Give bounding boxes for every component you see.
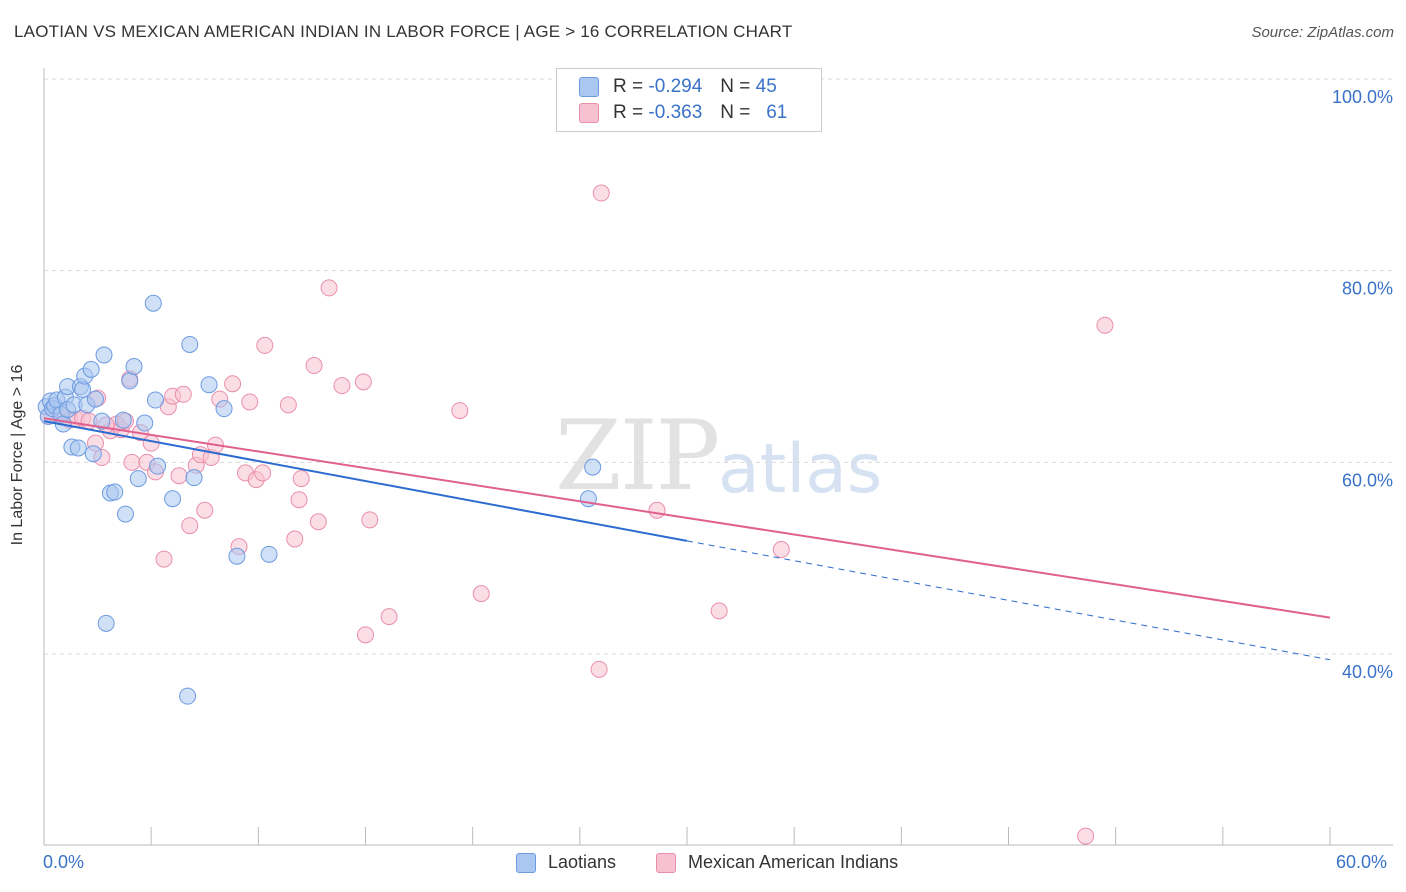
laotian-point xyxy=(106,483,124,501)
laotian-point xyxy=(185,469,203,487)
laotian-point xyxy=(82,360,100,378)
source-label: Source: ZipAtlas.com xyxy=(1251,24,1394,41)
bottom-legend-label-mexican-american-indians: Mexican American Indians xyxy=(688,852,899,872)
laotian-point xyxy=(181,335,199,353)
laotian-point xyxy=(84,445,102,463)
y-tick-label: 40.0% xyxy=(1342,662,1393,682)
legend-n-value: 61 xyxy=(766,102,788,123)
mexican-american-indian-point xyxy=(170,467,188,485)
bottom-legend-swatch-mexican-american-indians xyxy=(656,852,676,873)
x-tick-label-min: 0.0% xyxy=(43,852,85,872)
mexican-american-indian-point xyxy=(590,660,608,678)
mexican-american-indian-point xyxy=(772,541,790,559)
legend-swatch-mexican-american-indians xyxy=(579,103,599,123)
laotian-point xyxy=(215,400,233,418)
mexican-american-indian-point xyxy=(1077,827,1095,845)
mexican-american-indian-point xyxy=(354,373,372,391)
laotian-point xyxy=(584,458,602,476)
laotian-point xyxy=(69,439,87,457)
mexican-american-indian-trend-line xyxy=(43,417,1331,619)
y-tick-label: 60.0% xyxy=(1342,470,1393,490)
laotian-trend-extension xyxy=(686,540,1331,661)
bottom-legend-mexican-american-indians: Mexican American Indians xyxy=(656,852,898,873)
mexican-american-indian-point xyxy=(361,511,379,529)
mexican-american-indian-point xyxy=(181,517,199,535)
laotian-point xyxy=(93,412,111,430)
legend-r-value: -0.294 xyxy=(648,76,703,97)
mexican-american-indian-point xyxy=(142,434,160,452)
stats-legend: R = -0.294 N = 45 R = -0.363 N = 61 xyxy=(556,68,822,132)
laotian-point xyxy=(146,391,164,409)
laotian-point xyxy=(260,545,278,563)
bottom-legend-laotians: Laotians xyxy=(516,852,616,873)
mexican-american-indian-point xyxy=(380,608,398,626)
legend-r-value: -0.363 xyxy=(648,102,703,123)
mexican-american-indian-point xyxy=(648,501,666,519)
legend-n-label: N = xyxy=(720,76,751,97)
mexican-american-indian-point xyxy=(286,530,304,548)
mexican-american-indian-point xyxy=(279,396,297,414)
mexican-american-indian-point xyxy=(174,385,192,403)
laotian-point xyxy=(97,614,115,632)
mexican-american-indian-point xyxy=(290,491,308,509)
laotian-point xyxy=(149,457,167,475)
y-tick-label: 80.0% xyxy=(1342,279,1393,299)
bottom-legend-swatch-laotians xyxy=(516,852,536,873)
laotian-point xyxy=(121,372,139,390)
laotian-point xyxy=(144,294,162,312)
chart-title: LAOTIAN VS MEXICAN AMERICAN INDIAN IN LA… xyxy=(14,22,793,41)
mexican-american-indian-point xyxy=(710,602,728,620)
mexican-american-indian-point xyxy=(333,377,351,395)
mexican-american-indian-point xyxy=(1096,316,1114,334)
laotian-point xyxy=(164,490,182,508)
laotian-point xyxy=(86,390,104,408)
y-axis-label: In Labor Force | Age > 16 xyxy=(9,364,26,546)
mexican-american-indian-point xyxy=(123,453,141,471)
mexican-american-indian-point xyxy=(592,184,610,202)
mexican-american-indian-point xyxy=(320,279,338,297)
legend-row-mexican-american-indians: R = -0.363 N = 61 xyxy=(579,102,787,124)
mexican-american-indian-point xyxy=(256,336,274,354)
laotian-point xyxy=(136,414,154,432)
mexican-american-indian-point xyxy=(155,550,173,568)
legend-row-laotians: R = -0.294 N = 45 xyxy=(579,76,777,98)
legend-swatch-laotians xyxy=(579,77,599,97)
mexican-american-indian-point xyxy=(451,402,469,420)
laotian-trend-line xyxy=(43,420,688,542)
mexican-american-indian-point xyxy=(309,513,327,531)
bottom-legend-label-laotians: Laotians xyxy=(548,852,617,872)
watermark-atlas: atlas xyxy=(718,430,883,509)
mexican-american-indian-point xyxy=(472,585,490,603)
laotian-point xyxy=(114,411,132,429)
legend-r-label: R = xyxy=(613,102,644,123)
laotian-point xyxy=(228,547,246,565)
laotian-point xyxy=(95,346,113,364)
y-tick-label: 100.0% xyxy=(1332,87,1393,107)
legend-n-value: 45 xyxy=(755,76,777,97)
mexican-american-indian-point xyxy=(305,357,323,375)
mexican-american-indian-point xyxy=(241,393,259,411)
laotian-point xyxy=(125,358,143,375)
laotian-point xyxy=(116,505,134,523)
legend-n-label: N = xyxy=(720,102,751,123)
mexican-american-indian-point xyxy=(357,626,374,644)
mexican-american-indian-point xyxy=(224,375,242,393)
laotian-point xyxy=(129,470,147,488)
legend-r-label: R = xyxy=(613,76,644,97)
x-tick-label-max: 60.0% xyxy=(1336,852,1388,872)
mexican-american-indian-point xyxy=(196,501,214,519)
mexican-american-indian-point xyxy=(292,470,310,488)
laotian-point xyxy=(179,687,197,705)
mexican-american-indian-point xyxy=(254,464,272,482)
laotian-point xyxy=(200,376,218,394)
